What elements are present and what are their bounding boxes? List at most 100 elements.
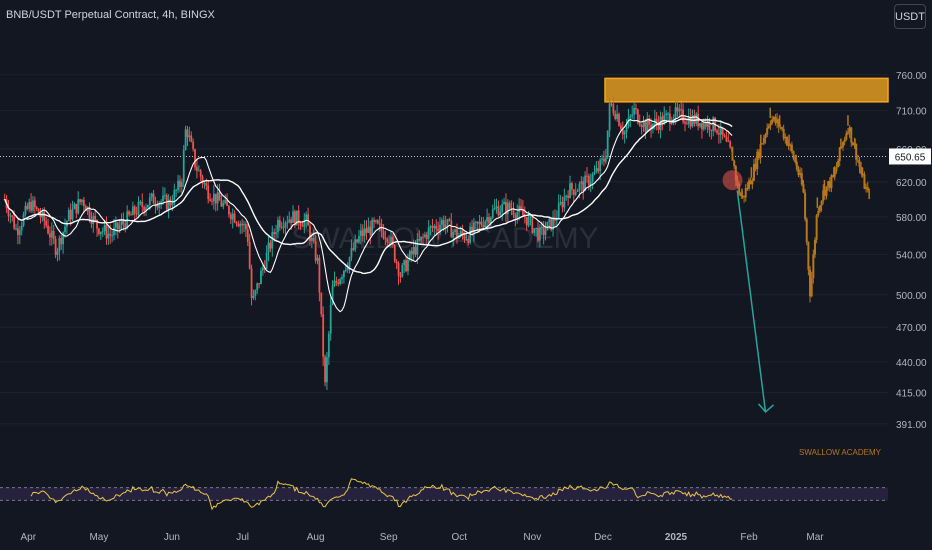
candle-body (427, 227, 430, 239)
currency-selector[interactable]: USDT (894, 4, 926, 29)
candle-body (618, 113, 620, 126)
candle-body (627, 117, 630, 127)
candle-body (668, 113, 671, 125)
projection-body (822, 190, 825, 201)
candle-body (403, 260, 406, 266)
candle-body (614, 113, 617, 120)
projection-body (748, 180, 751, 189)
candle-body (533, 228, 536, 233)
candle-body (723, 135, 726, 137)
candle-body (657, 122, 660, 130)
candle-body (346, 267, 349, 271)
candle-body (499, 211, 502, 216)
candle-body (482, 225, 485, 228)
candle-body (220, 200, 223, 207)
projection-body (779, 126, 782, 128)
candle-body (606, 130, 609, 158)
candle-body (69, 210, 72, 220)
candle-body (493, 207, 496, 210)
projection-body (759, 143, 762, 159)
candle-body (307, 214, 309, 226)
candle-body (612, 104, 615, 114)
candle-body (491, 209, 494, 218)
candle-body (390, 236, 392, 243)
candle-body (431, 226, 434, 229)
x-tick-label: Mar (806, 532, 824, 543)
moving-average-fast (4, 114, 733, 313)
projection-body (815, 215, 818, 240)
y-tick-label: 760.00 (896, 71, 927, 82)
candle-body (248, 241, 251, 269)
candle-body (156, 205, 159, 208)
candle-body (342, 270, 345, 278)
candle-body (190, 135, 193, 142)
candle-body (721, 126, 724, 136)
candle-body (250, 268, 253, 298)
candle-body (712, 117, 715, 131)
candle-body (326, 357, 328, 383)
candle-body (435, 225, 438, 229)
candle-body (233, 213, 236, 223)
x-tick-label: Jul (236, 532, 249, 543)
candle-body (674, 107, 677, 119)
candle-body (689, 116, 692, 127)
projection-body (855, 143, 858, 160)
y-tick-label: 540.00 (896, 250, 927, 261)
projection-body (787, 145, 790, 147)
candle-body (538, 227, 541, 241)
candle-body (542, 226, 545, 235)
projection-body (820, 200, 823, 206)
candle-body (650, 124, 652, 130)
candle-body (595, 168, 598, 173)
projection-body (823, 190, 826, 196)
candle-body (284, 222, 287, 228)
projection-group (731, 107, 870, 303)
candle-body (659, 116, 662, 130)
projection-body (761, 143, 764, 145)
candle-body (152, 193, 155, 204)
candle-body (273, 232, 276, 235)
candle-body (444, 224, 447, 228)
candle-body (56, 251, 59, 255)
candle-body (518, 206, 521, 213)
projection-body (835, 167, 838, 172)
candle-body (88, 206, 91, 219)
candle-body (30, 201, 32, 211)
projection-body (804, 192, 807, 219)
candle-body (522, 209, 524, 216)
candle-body (135, 213, 138, 215)
candle-body (222, 203, 225, 207)
projection-body (781, 127, 784, 129)
candle-body (557, 203, 560, 218)
candle-body (361, 230, 364, 236)
candle-body (376, 220, 379, 224)
candle-body (81, 199, 83, 203)
candle-body (701, 123, 703, 130)
candle-body (196, 167, 198, 171)
candle-body (584, 175, 586, 192)
candle-body (635, 108, 637, 110)
chart-title: BNB/USDT Perpetual Contract, 4h, BINGX (6, 9, 215, 21)
projection-body (754, 163, 757, 170)
candle-body (489, 217, 492, 224)
candle-body (501, 204, 504, 212)
projection-body (733, 160, 736, 167)
projection-body (827, 181, 830, 187)
candle-body (552, 217, 554, 230)
candle-body (424, 234, 426, 237)
candle-body (375, 220, 377, 222)
candle-body (58, 237, 61, 252)
candle-body (687, 116, 690, 124)
candle-body (114, 222, 117, 228)
candle-body (633, 108, 635, 115)
y-tick-label: 620.00 (896, 178, 927, 189)
projection-body (846, 132, 849, 134)
candle-body (495, 206, 498, 208)
bearish-arrow-head (757, 403, 775, 413)
projection-body (794, 158, 797, 163)
candle-body (603, 158, 605, 162)
x-tick-label: May (89, 532, 108, 543)
candle-body (335, 280, 338, 283)
y-tick-label: 500.00 (896, 291, 927, 302)
